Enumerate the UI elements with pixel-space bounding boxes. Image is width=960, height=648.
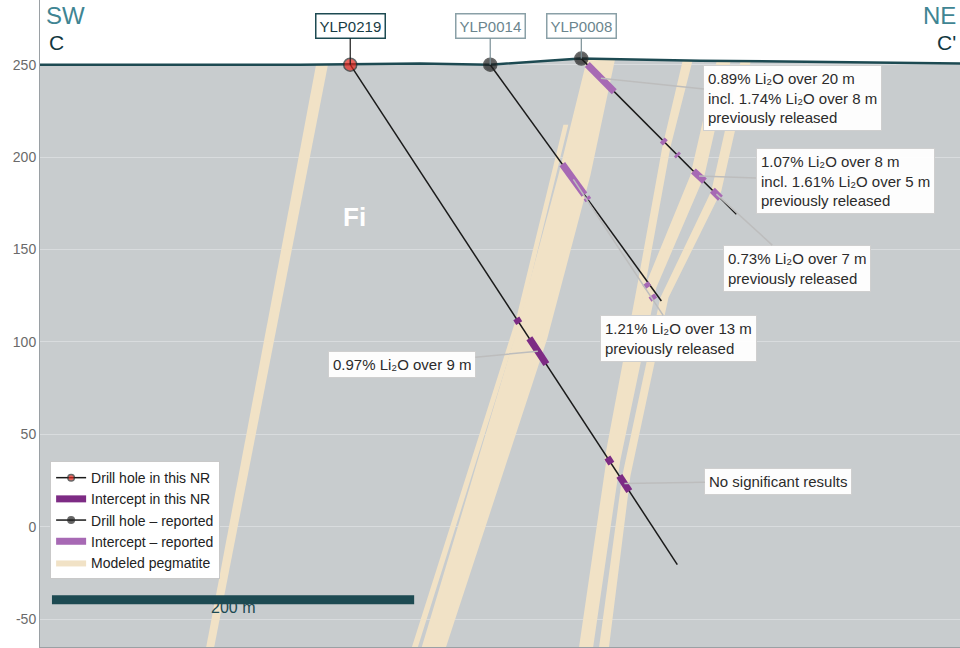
svg-text:50: 50 xyxy=(21,426,37,442)
svg-text:0.89% Li₂O over 20 mincl. 1.74: 0.89% Li₂O over 20 mincl. 1.74% Li₂O ove… xyxy=(708,70,877,126)
svg-text:-50: -50 xyxy=(16,611,36,627)
svg-text:Drill hole in this NR: Drill hole in this NR xyxy=(91,470,210,486)
svg-text:100: 100 xyxy=(13,334,37,350)
svg-text:YLP0008: YLP0008 xyxy=(551,18,613,35)
svg-text:0.73% Li₂O over 7 mpreviously: 0.73% Li₂O over 7 mpreviously released xyxy=(728,250,866,287)
svg-text:0: 0 xyxy=(28,519,36,535)
svg-text:150: 150 xyxy=(13,241,37,257)
svg-text:250: 250 xyxy=(13,57,37,73)
svg-text:200: 200 xyxy=(13,149,37,165)
svg-text:YLP0219: YLP0219 xyxy=(320,18,382,35)
svg-text:0.97% Li₂O over 9 m: 0.97% Li₂O over 9 m xyxy=(333,356,471,373)
svg-text:200 m: 200 m xyxy=(211,599,255,616)
svg-text:Drill hole – reported: Drill hole – reported xyxy=(91,513,213,529)
svg-text:SW: SW xyxy=(46,2,85,29)
svg-text:C': C' xyxy=(937,31,956,54)
svg-text:1.07% Li₂O over 8 mincl. 1.61%: 1.07% Li₂O over 8 mincl. 1.61% Li₂O over… xyxy=(761,153,930,209)
svg-text:C: C xyxy=(49,31,64,54)
svg-text:Intercept – reported: Intercept – reported xyxy=(91,534,213,550)
svg-text:No significant results: No significant results xyxy=(709,473,847,490)
svg-text:1.21% Li₂O over 13 mpreviously: 1.21% Li₂O over 13 mpreviously released xyxy=(605,320,752,357)
svg-text:Fi: Fi xyxy=(343,202,366,232)
svg-text:NE: NE xyxy=(923,2,956,29)
svg-text:Modeled pegmatite: Modeled pegmatite xyxy=(91,555,210,571)
svg-text:YLP0014: YLP0014 xyxy=(460,18,522,35)
svg-text:Intercept in this NR: Intercept in this NR xyxy=(91,491,210,507)
